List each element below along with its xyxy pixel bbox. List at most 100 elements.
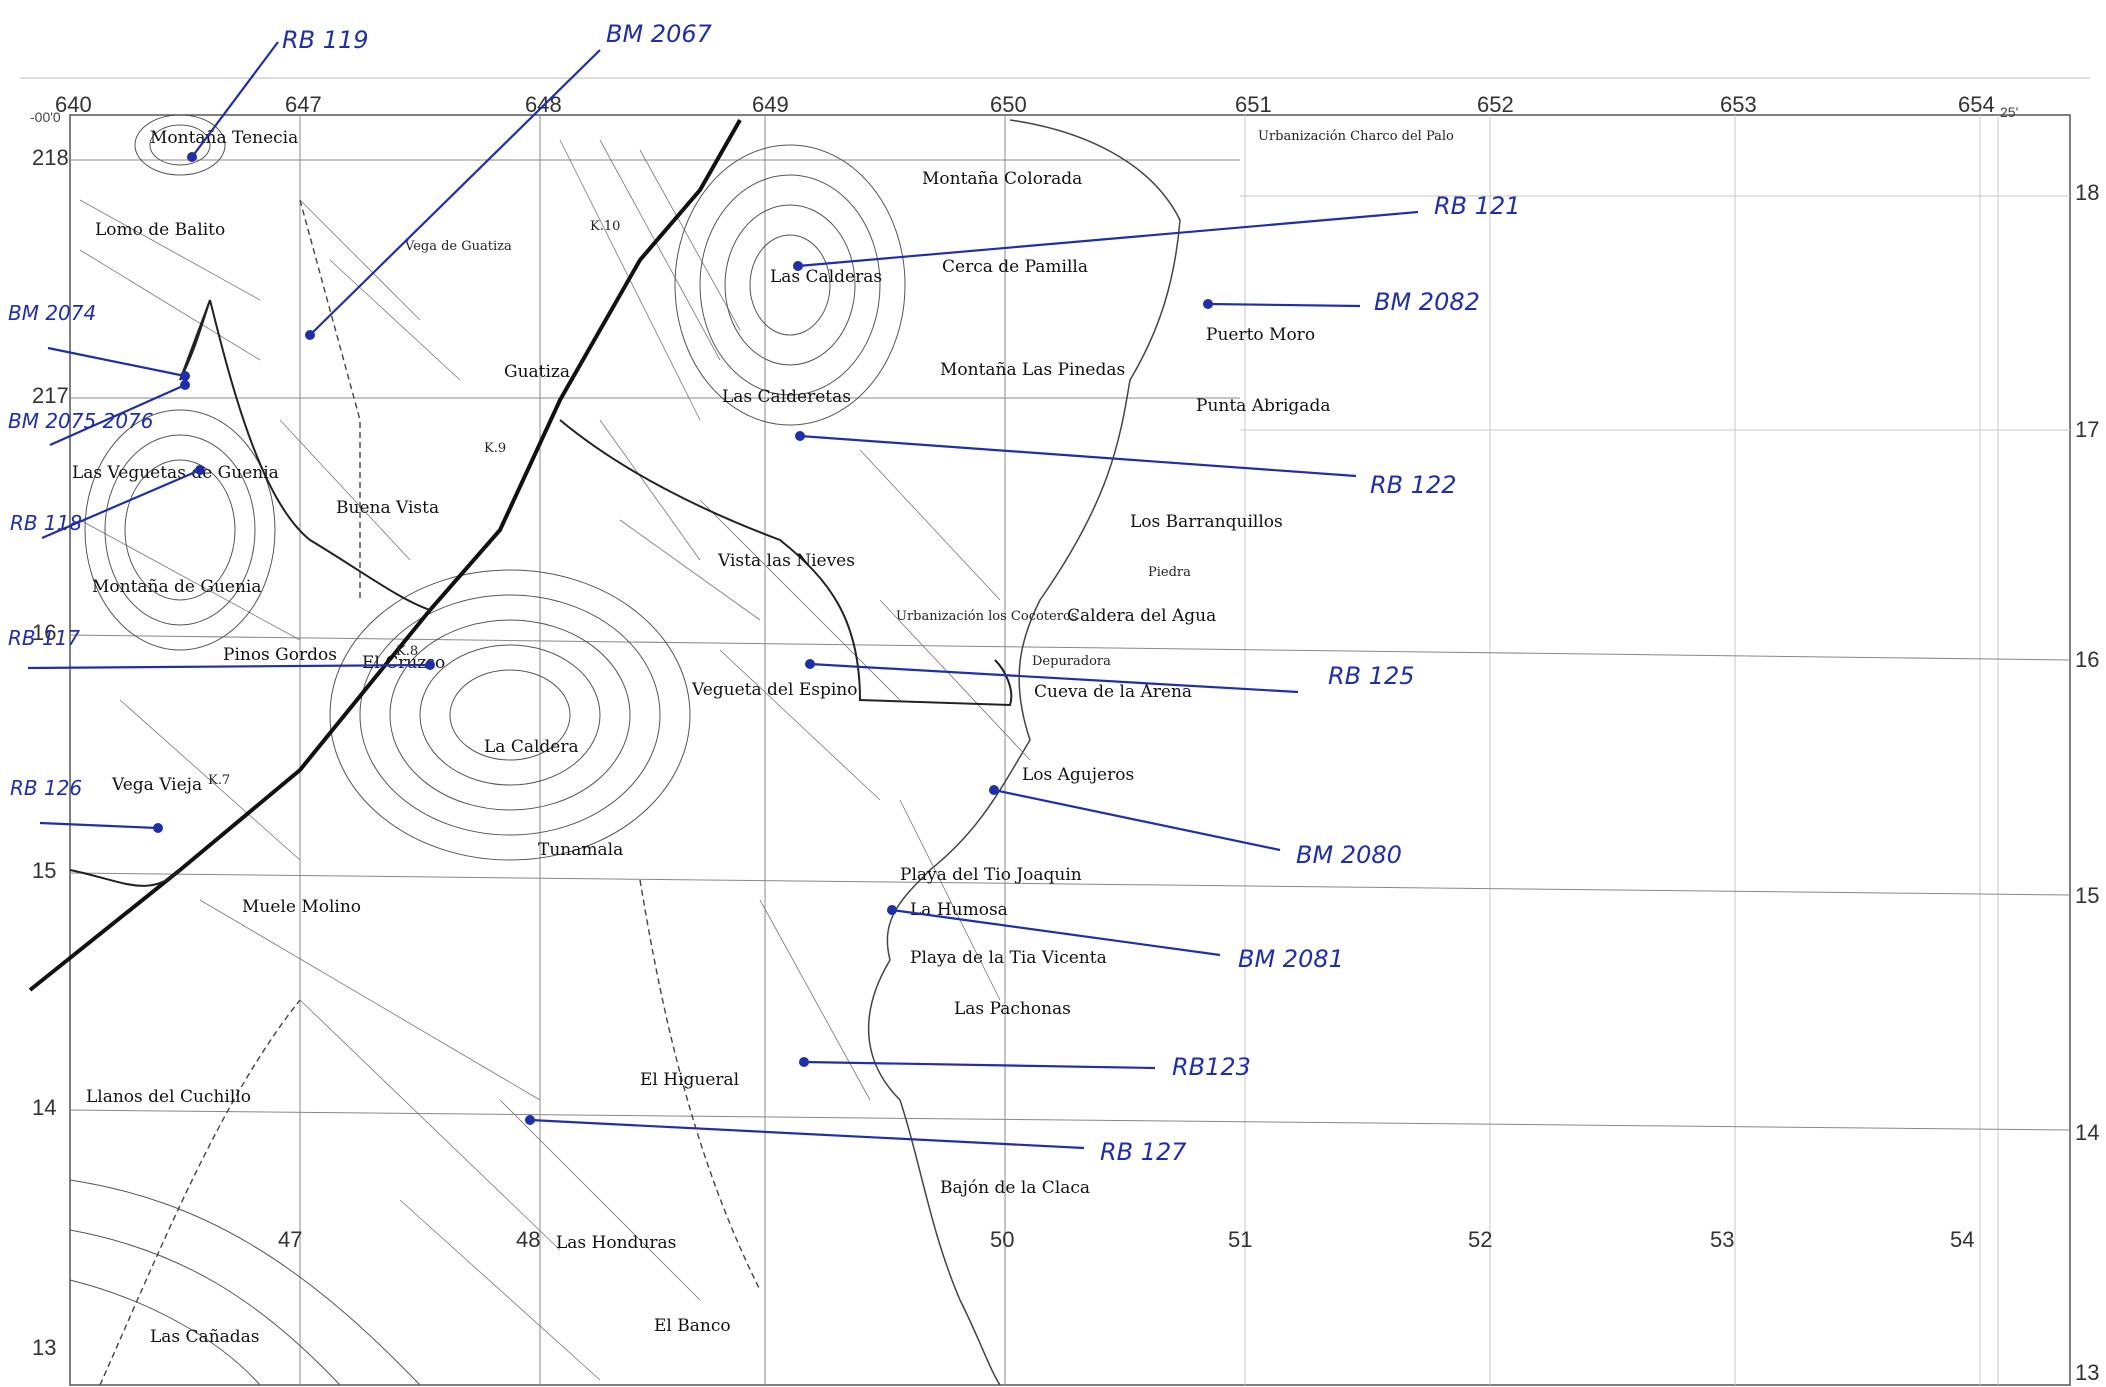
annotation-leader-line: [49, 383, 186, 447]
place-name: Pinos Gordos: [223, 645, 337, 665]
grid-left-label: 14: [32, 1095, 56, 1120]
annotation-leader-line: [803, 1060, 1156, 1070]
annotation-leader-line: [799, 434, 1357, 478]
place-name: Los Agujeros: [1022, 765, 1134, 785]
annotation-label: RB 126: [10, 776, 82, 800]
place-name: Vega Vieja: [111, 775, 202, 795]
grid-right-label: 18: [2075, 180, 2099, 205]
grid-right-label: 17: [2075, 417, 2099, 442]
annotation-point: [1203, 299, 1213, 309]
place-name: Muele Molino: [242, 897, 361, 917]
place-name: Cerca de Pamilla: [942, 257, 1088, 277]
place-name: Playa de la Tia Vicenta: [910, 948, 1107, 968]
annotation-leader-line: [1207, 302, 1361, 308]
grid-bottom-label: 53: [1710, 1227, 1734, 1252]
grid-bottom-label: 47: [278, 1227, 302, 1252]
place-name: Piedra: [1148, 565, 1191, 580]
place-name: Las Calderetas: [722, 387, 851, 407]
place-name: El Higueral: [640, 1070, 739, 1090]
corner-left-label: -00'0: [30, 109, 61, 125]
annotation-leader-line: [309, 49, 601, 336]
place-name: Montaña de Guenia: [92, 577, 262, 597]
place-name: Vega de Guatiza: [404, 239, 512, 254]
annotation-label: RB 125: [1328, 662, 1415, 690]
grid-right-label: 14: [2075, 1120, 2099, 1145]
grid-top-label: 654: [1958, 92, 1995, 117]
place-name: Llanos del Cuchillo: [86, 1087, 251, 1107]
place-name: Cueva de la Arena: [1034, 682, 1192, 702]
annotation-leader-line: [39, 821, 159, 830]
annotation-leaders: [27, 41, 1419, 1150]
grid-left-label: 15: [32, 858, 56, 883]
annotation-label: BM 2080: [1296, 841, 1402, 869]
grid-top-label: 647: [285, 92, 322, 117]
annotation-point: [887, 905, 897, 915]
place-name: K.9: [484, 441, 506, 456]
grid-top-label: 640: [55, 92, 92, 117]
contour-lines: [69, 114, 906, 1386]
annotation-label: RB 127: [1100, 1138, 1187, 1166]
annotation-point: [989, 785, 999, 795]
grid-top-label: 649: [752, 92, 789, 117]
annotation-label: RB 122: [1370, 471, 1457, 499]
place-name: Las Honduras: [556, 1233, 676, 1253]
annotation-point: [793, 261, 803, 271]
grid-bottom-label: 52: [1468, 1227, 1492, 1252]
place-name: Playa del Tio Joaquin: [900, 865, 1082, 885]
annotation-point: [795, 431, 805, 441]
place-name: Vegueta del Espino: [691, 680, 857, 700]
coastline: [867, 119, 1181, 1386]
grid-bottom-label: 54: [1950, 1227, 1974, 1252]
annotation-point: [805, 659, 815, 669]
grid-right-label: 15: [2075, 883, 2099, 908]
annotation-leader-line: [993, 788, 1281, 852]
annotation-label: RB123: [1172, 1053, 1251, 1081]
grid-top-label: 651: [1235, 92, 1272, 117]
grid-left-label: 218: [32, 145, 69, 170]
annotation-label: BM 2074: [8, 301, 96, 325]
annotation-point: [195, 465, 205, 475]
annotation-point: [799, 1057, 809, 1067]
place-name: Las Calderas: [770, 267, 882, 287]
grid-left-label: 13: [32, 1335, 56, 1360]
annotation-leader-line: [809, 662, 1299, 694]
place-name: La Humosa: [910, 900, 1008, 920]
roads: [28, 119, 1013, 1386]
place-name: Lomo de Balito: [95, 220, 225, 240]
place-names: Montaña Tenecia Lomo de Balito Las Vegueta…: [72, 128, 1454, 1347]
place-name: El Cruzso: [362, 653, 445, 673]
annotation-point: [305, 330, 315, 340]
annotation-point: [180, 371, 190, 381]
place-name: K.8: [396, 644, 418, 659]
annotation-labels: RB 119 BM 2067 RB 121 BM 2082 BM 2074 BM 2075…: [8, 20, 1521, 1166]
map-frame: [69, 114, 2071, 1386]
place-name: La Caldera: [484, 737, 579, 757]
corner-right-label: 25': [2000, 104, 2018, 120]
annotation-label: RB 118: [10, 511, 82, 535]
grid-top-label: 652: [1477, 92, 1514, 117]
place-name: Punta Abrigada: [1196, 396, 1330, 416]
grid-left-label: 16: [32, 620, 56, 645]
grid-left-label: 217: [32, 383, 69, 408]
annotation-point: [153, 823, 163, 833]
place-name: Montaña Colorada: [922, 169, 1082, 189]
place-name: Guatiza: [504, 362, 570, 382]
annotation-label: BM 2075 2076: [8, 409, 154, 433]
grid-bottom-label: 51: [1228, 1227, 1252, 1252]
annotation-point: [187, 152, 197, 162]
place-name: Caldera del Agua: [1067, 606, 1216, 626]
place-name: K.7: [208, 773, 230, 788]
grid-bottom-label: 48: [516, 1227, 540, 1252]
grid-top-label: 650: [990, 92, 1027, 117]
annotation-leader-line: [27, 663, 431, 670]
annotation-point: [525, 1115, 535, 1125]
place-name: Montaña Tenecia: [150, 128, 298, 148]
place-name: Bajón de la Claca: [940, 1178, 1090, 1198]
annotation-label: BM 2067: [606, 20, 713, 48]
place-name: Las Pachonas: [954, 999, 1071, 1019]
grid-lines: [69, 115, 2071, 1385]
annotation-label: RB 117: [8, 626, 80, 650]
place-name: Montaña Las Pinedas: [940, 360, 1125, 380]
